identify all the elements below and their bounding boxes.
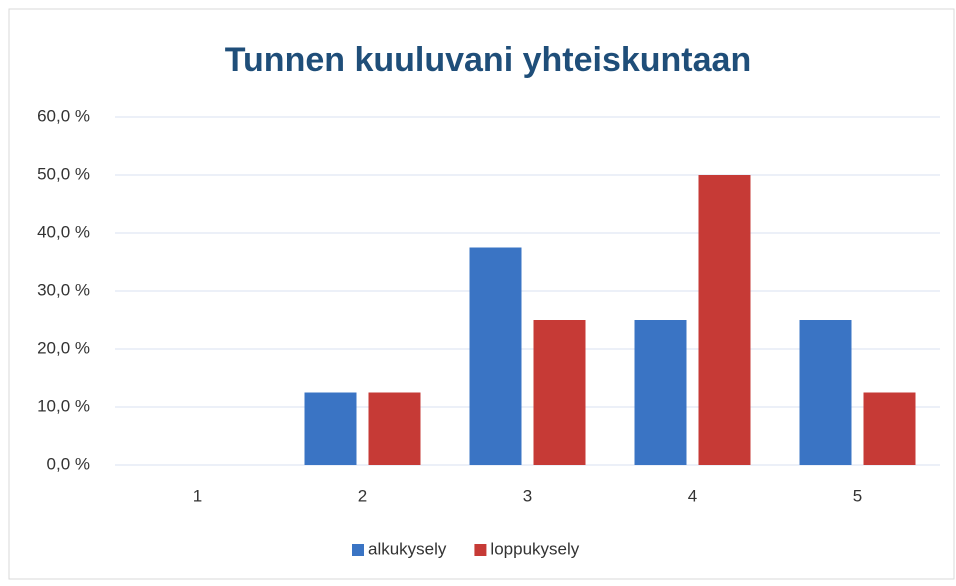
x-tick-label: 5 — [853, 486, 862, 505]
bar — [469, 247, 522, 465]
y-tick-label: 10,0 % — [37, 396, 90, 415]
y-tick-label: 50,0 % — [37, 164, 90, 183]
legend-label: loppukysely — [490, 539, 579, 558]
bar — [799, 320, 852, 465]
legend-swatch — [352, 544, 364, 556]
bar — [533, 320, 586, 465]
y-tick-label: 30,0 % — [37, 280, 90, 299]
x-tick-label: 3 — [523, 486, 532, 505]
x-tick-label: 4 — [688, 486, 697, 505]
bar — [634, 320, 687, 465]
legend-swatch — [474, 544, 487, 556]
x-tick-label: 1 — [193, 486, 202, 505]
y-tick-label: 40,0 % — [37, 222, 90, 241]
y-tick-label: 0,0 % — [47, 454, 90, 473]
y-tick-label: 60,0 % — [37, 106, 90, 125]
y-tick-label: 20,0 % — [37, 338, 90, 357]
x-tick-label: 2 — [358, 486, 367, 505]
legend-label: alkukysely — [368, 539, 447, 558]
bar — [863, 392, 916, 465]
bar — [698, 175, 751, 465]
chart-title: Tunnen kuuluvani yhteiskuntaan — [225, 41, 751, 79]
bar — [368, 392, 421, 465]
bar — [304, 392, 357, 465]
